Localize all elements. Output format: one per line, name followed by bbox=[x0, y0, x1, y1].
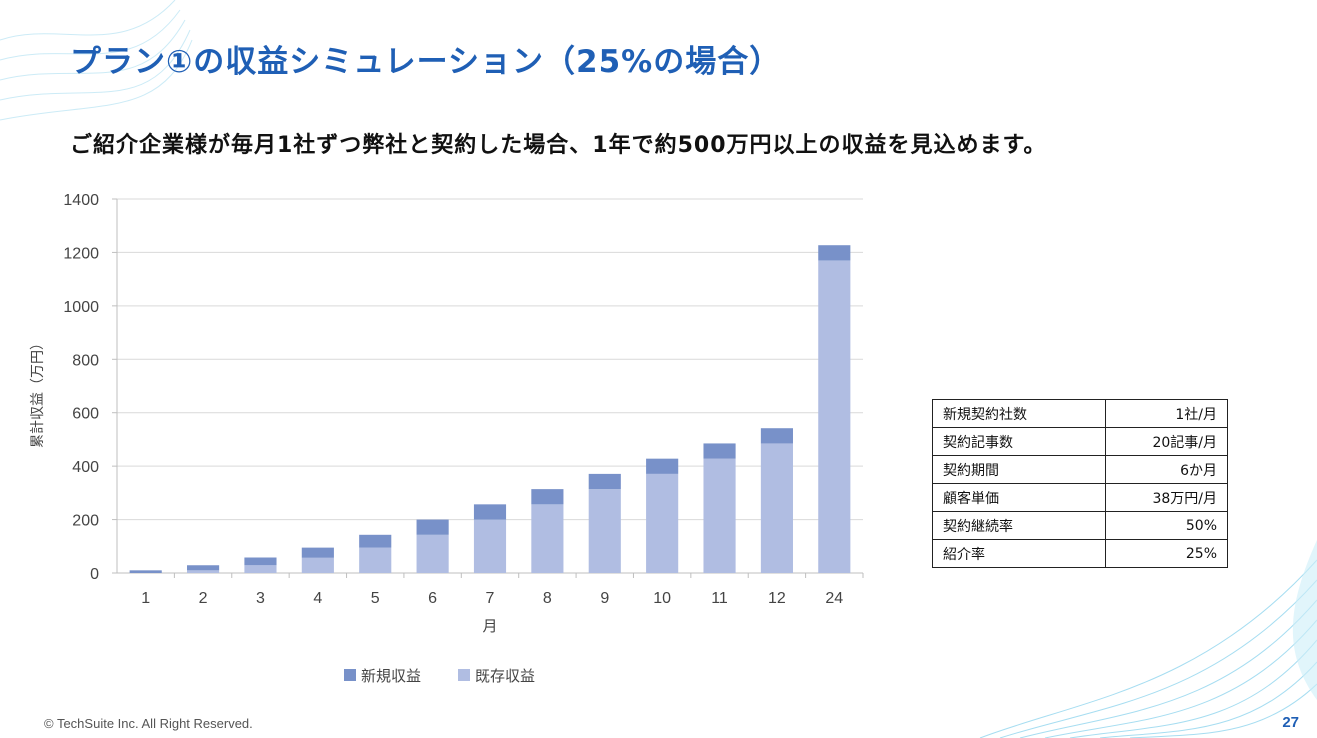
parameters-table: 新規契約社数 1社/月 契約記事数 20記事/月 契約期間 6か月 顧客単価 38万円/月 契約… bbox=[932, 399, 1228, 568]
bar-segment-existing bbox=[646, 473, 679, 573]
param-value: 1社/月 bbox=[1105, 399, 1228, 428]
bar-segment-new bbox=[187, 565, 220, 571]
y-tick-label: 1200 bbox=[63, 245, 99, 262]
param-value: 20記事/月 bbox=[1105, 427, 1228, 456]
x-tick-label: 8 bbox=[543, 590, 552, 607]
bar-segment-new bbox=[301, 547, 334, 558]
bar-segment-new bbox=[703, 443, 736, 459]
x-tick-label: 11 bbox=[711, 590, 728, 607]
bar-segment-new bbox=[588, 473, 621, 490]
x-tick-label: 5 bbox=[371, 590, 380, 607]
bar-segment-existing bbox=[416, 534, 449, 573]
bar-segment-existing bbox=[760, 443, 793, 573]
page-number: 27 bbox=[1282, 714, 1299, 731]
bar-segment-existing bbox=[703, 458, 736, 573]
bar-segment-existing bbox=[359, 547, 392, 573]
param-value: 25% bbox=[1105, 539, 1228, 568]
param-row: 契約記事数 20記事/月 bbox=[932, 427, 1228, 456]
page-title: プラン①の収益シミュレーション（25%の場合） bbox=[70, 44, 782, 80]
bar-segment-new bbox=[359, 534, 392, 548]
page-subtitle: ご紹介企業様が毎月1社ずつ弊社と契約した場合、1年で約500万円以上の収益を見込… bbox=[70, 133, 1047, 158]
bar-segment-existing bbox=[301, 557, 334, 573]
bar-segment-new bbox=[416, 519, 449, 535]
legend-label: 新規収益 bbox=[361, 668, 421, 685]
y-tick-label: 400 bbox=[72, 459, 99, 476]
param-label: 紹介率 bbox=[932, 539, 1106, 568]
y-tick-label: 600 bbox=[72, 406, 99, 423]
bar-segment-existing bbox=[818, 260, 851, 573]
x-tick-label: 10 bbox=[653, 590, 671, 607]
legend-label: 既存収益 bbox=[475, 668, 535, 685]
y-tick-label: 800 bbox=[72, 352, 99, 369]
param-row: 新規契約社数 1社/月 bbox=[932, 399, 1228, 428]
y-tick-label: 200 bbox=[72, 513, 99, 530]
bar-segment-new bbox=[244, 557, 277, 566]
bar-segment-new bbox=[473, 504, 507, 520]
bar-segment-new bbox=[760, 428, 793, 444]
y-tick-label: 0 bbox=[90, 566, 99, 583]
x-tick-label: 24 bbox=[825, 590, 843, 607]
param-row: 紹介率 25% bbox=[932, 539, 1228, 568]
param-label: 契約期間 bbox=[932, 455, 1106, 484]
bar-segment-existing bbox=[473, 519, 507, 573]
bar-segment-existing bbox=[531, 504, 564, 573]
param-value: 6か月 bbox=[1105, 455, 1228, 484]
bar-segment-new bbox=[646, 458, 679, 474]
param-row: 契約期間 6か月 bbox=[932, 455, 1228, 484]
bar-segment-existing bbox=[244, 565, 277, 573]
legend-swatch bbox=[458, 669, 470, 681]
param-value: 38万円/月 bbox=[1105, 483, 1228, 512]
x-tick-label: 9 bbox=[600, 590, 609, 607]
x-tick-label: 1 bbox=[141, 590, 150, 607]
param-label: 契約記事数 bbox=[932, 427, 1106, 456]
bar-segment-existing bbox=[187, 570, 220, 573]
x-tick-label: 12 bbox=[768, 590, 786, 607]
x-tick-label: 3 bbox=[256, 590, 265, 607]
bar-segment-new bbox=[818, 245, 851, 261]
bar-segment-existing bbox=[588, 489, 621, 573]
y-tick-label: 1000 bbox=[63, 299, 99, 316]
bar-segment-new bbox=[129, 570, 162, 573]
param-value: 50% bbox=[1105, 511, 1228, 540]
param-label: 契約継続率 bbox=[932, 511, 1106, 540]
bar-segment-new bbox=[531, 489, 564, 505]
x-tick-label: 6 bbox=[428, 590, 437, 607]
x-axis-label: 月 bbox=[482, 618, 497, 635]
param-label: 新規契約社数 bbox=[932, 399, 1106, 428]
y-axis-label: 累計収益（万円） bbox=[29, 336, 45, 448]
x-tick-label: 4 bbox=[313, 590, 322, 607]
param-row: 契約継続率 50% bbox=[932, 511, 1228, 540]
param-row: 顧客単価 38万円/月 bbox=[932, 483, 1228, 512]
param-label: 顧客単価 bbox=[932, 483, 1106, 512]
legend-swatch bbox=[344, 669, 356, 681]
y-tick-label: 1400 bbox=[63, 192, 99, 209]
x-tick-label: 2 bbox=[199, 590, 208, 607]
x-tick-label: 7 bbox=[486, 590, 495, 607]
copyright-footer: © TechSuite Inc. All Right Reserved. bbox=[44, 716, 253, 731]
